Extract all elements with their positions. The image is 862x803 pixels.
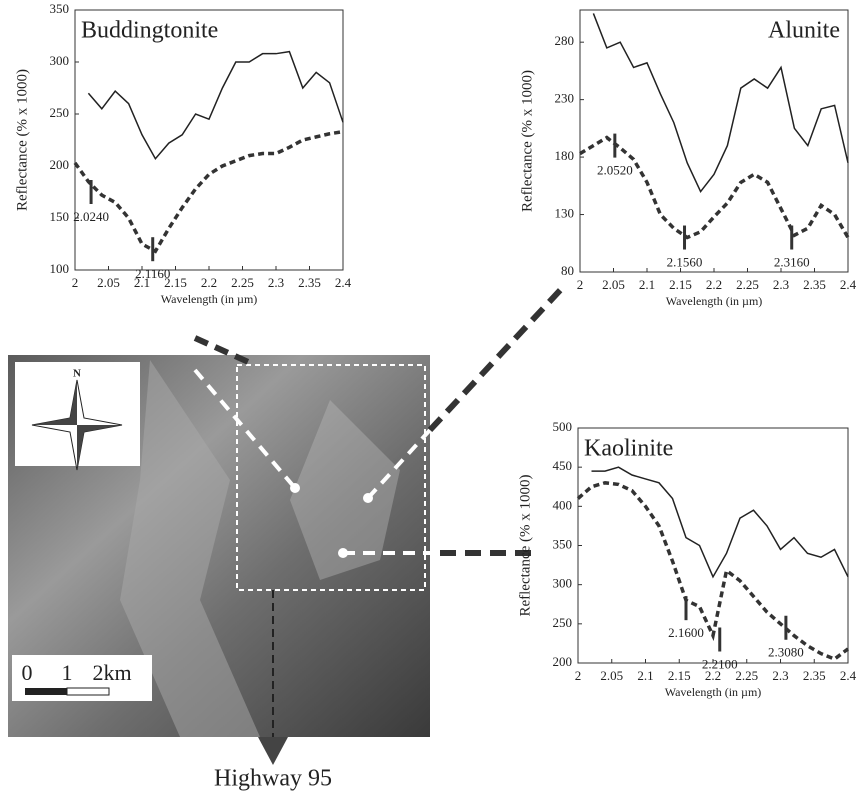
y-axis-label: Reflectance (% x 1000): [14, 69, 30, 211]
absorption-label: 2.2100: [702, 656, 738, 671]
spectrum-line: [576, 481, 850, 662]
y-tick-label: 300: [50, 53, 70, 68]
y-tick-label: 100: [50, 261, 70, 276]
spectrum-line: [73, 129, 344, 254]
x-tick-label: 2: [72, 275, 79, 290]
y-tick-label: 80: [561, 263, 574, 278]
y-tick-label: 500: [553, 419, 573, 434]
scale-label: 1: [62, 660, 73, 685]
absorption-label: 2.1560: [667, 255, 703, 270]
scale-label: 0: [22, 660, 33, 685]
plot-frame: [74, 9, 344, 271]
y-tick-label: 150: [50, 209, 70, 224]
x-tick-label: 2.3: [772, 668, 788, 683]
plot-frame: [577, 427, 849, 664]
x-tick-label: 2.2: [705, 668, 721, 683]
study-area: [236, 364, 426, 591]
x-tick-label: 2: [577, 277, 584, 292]
y-tick-label: 200: [50, 157, 70, 172]
y-tick-label: 280: [555, 33, 575, 48]
absorption-label: 2.1160: [135, 266, 170, 281]
x-axis-label: Wavelength (in µm): [161, 292, 258, 306]
scale-bar: [25, 688, 67, 695]
north-label: N: [73, 368, 81, 380]
leader-line: [366, 428, 432, 500]
plot-frame: [579, 9, 849, 273]
absorption-label: 2.0520: [597, 163, 633, 178]
map: N 0 1 2km Highway 95: [8, 282, 568, 792]
chart: 2 2.05 2.1 2.15 2.2 2.25 2.3 2.35 2.4 80 130 180 230…: [519, 9, 857, 308]
x-tick-label: 2.2: [201, 275, 217, 290]
y-tick-label: 200: [553, 654, 573, 669]
x-tick-label: 2.15: [669, 277, 692, 292]
y-tick-label: 130: [555, 206, 575, 221]
leader-line: [427, 282, 568, 433]
x-tick-label: 2.1: [134, 275, 150, 290]
sample-point: [363, 493, 373, 503]
y-tick-label: 230: [555, 91, 575, 106]
absorption-label: 2.3080: [768, 645, 804, 660]
x-tick-label: 2.05: [97, 275, 120, 290]
y-tick-label: 180: [555, 148, 575, 163]
ridge: [290, 400, 400, 580]
x-tick-label: 2.2: [706, 277, 722, 292]
compass: [31, 379, 123, 471]
chart-title: Alunite: [768, 18, 840, 44]
y-tick-label: 400: [553, 497, 573, 512]
absorption-label: 2.0240: [73, 209, 109, 224]
x-tick-label: 2.4: [840, 668, 857, 683]
chart-title: Kaolinite: [584, 436, 673, 462]
x-tick-label: 2.15: [668, 668, 691, 683]
sample-point: [338, 548, 348, 558]
road-marker: [258, 737, 288, 765]
y-axis-label: Reflectance (% x 1000): [519, 70, 535, 212]
absorption-label: 2.3160: [774, 255, 810, 270]
spectrum-line: [579, 135, 850, 240]
chart: 2 2.05 2.1 2.15 2.2 2.25 2.3 2.35 2.4 100 150 200 25…: [14, 1, 351, 306]
ridge: [120, 360, 260, 737]
x-tick-label: 2.25: [735, 668, 758, 683]
leader-line: [193, 368, 297, 490]
spectrum-line: [591, 466, 849, 579]
x-axis-label: Wavelength (in µm): [665, 685, 762, 699]
x-tick-label: 2.25: [231, 275, 254, 290]
scale-label: 2km: [92, 660, 131, 685]
x-tick-label: 2.1: [639, 277, 655, 292]
x-tick-label: 2.3: [773, 277, 789, 292]
sample-point: [290, 483, 300, 493]
y-tick-label: 350: [50, 1, 70, 16]
x-tick-label: 2.25: [736, 277, 759, 292]
y-tick-label: 250: [50, 105, 70, 120]
leader-line: [193, 335, 257, 368]
x-tick-label: 2.4: [840, 277, 857, 292]
x-tick-label: 2.4: [335, 275, 352, 290]
x-tick-label: 2.15: [164, 275, 187, 290]
y-tick-label: 350: [553, 536, 573, 551]
y-tick-label: 300: [553, 576, 573, 591]
x-tick-label: 2.35: [803, 668, 826, 683]
x-tick-label: 2.35: [803, 277, 826, 292]
x-tick-label: 2.35: [298, 275, 321, 290]
x-tick-label: 2: [575, 668, 582, 683]
absorption-label: 2.1600: [668, 625, 704, 640]
x-tick-label: 2.05: [600, 668, 623, 683]
chart-title: Buddingtonite: [81, 18, 218, 44]
y-tick-label: 250: [553, 615, 573, 630]
y-axis-label: Reflectance (% x 1000): [517, 474, 533, 616]
y-tick-label: 450: [553, 458, 573, 473]
x-tick-label: 2.3: [268, 275, 284, 290]
x-tick-label: 2.05: [602, 277, 625, 292]
road-label: Highway 95: [214, 766, 332, 792]
x-axis-label: Wavelength (in µm): [666, 294, 763, 308]
chart: 2 2.05 2.1 2.15 2.2 2.25 2.3 2.35 2.4 200 250 300 35…: [517, 419, 856, 699]
spectrum-line: [87, 50, 344, 161]
scale-bar: [66, 687, 110, 696]
x-tick-label: 2.1: [637, 668, 653, 683]
spectrum-line: [592, 13, 849, 193]
